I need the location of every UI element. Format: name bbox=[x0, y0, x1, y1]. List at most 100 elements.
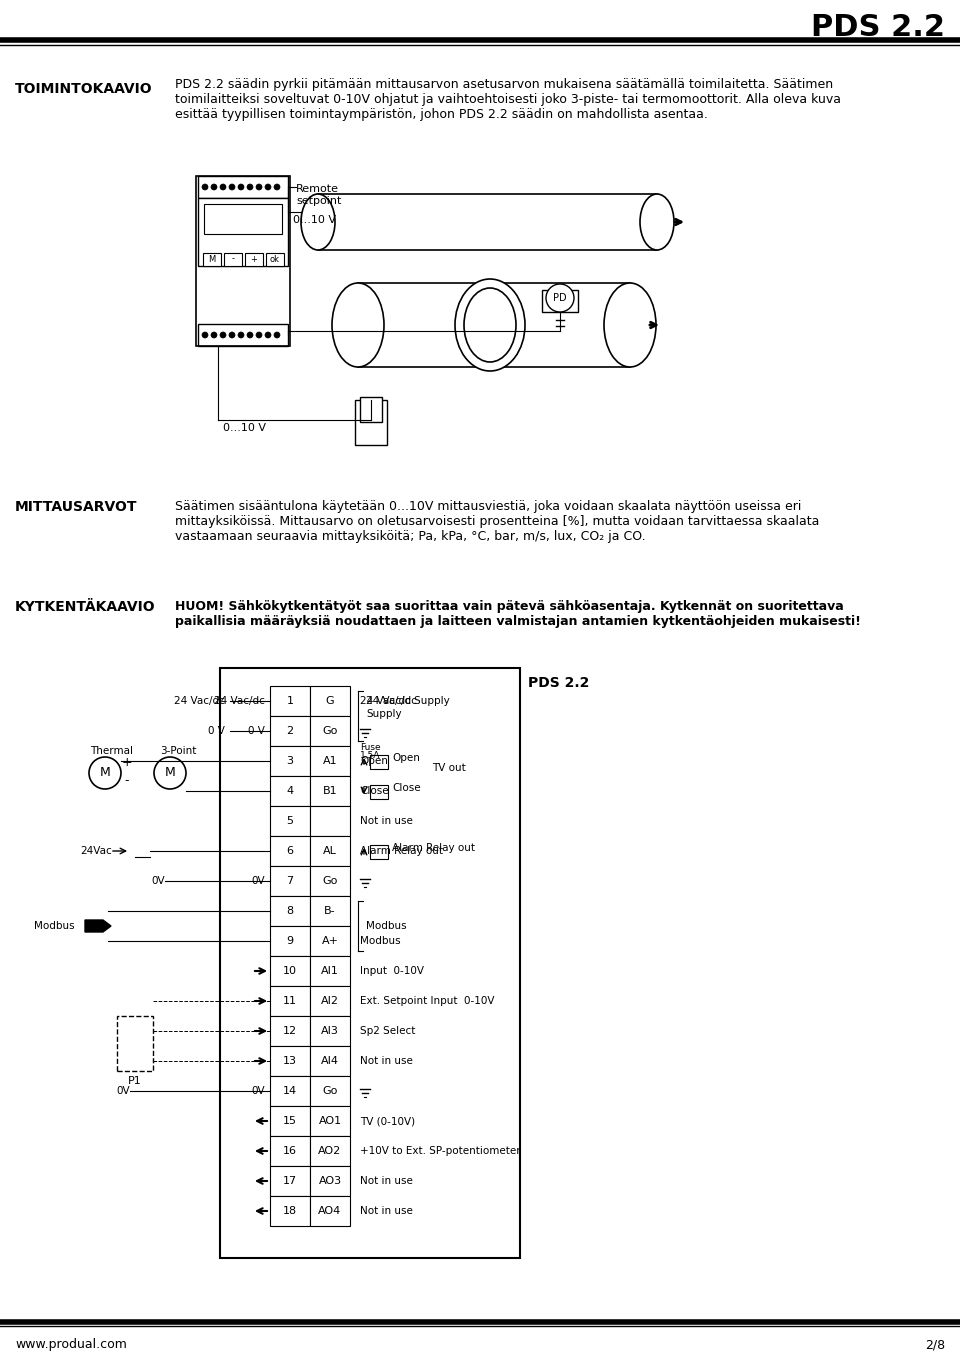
Text: KYTKENTÄKAAVIO: KYTKENTÄKAAVIO bbox=[15, 600, 156, 615]
Text: TV (0-10V): TV (0-10V) bbox=[360, 1116, 415, 1125]
Bar bbox=[270, 1016, 310, 1046]
Bar bbox=[355, 400, 387, 445]
Ellipse shape bbox=[464, 287, 516, 361]
Text: Modbus: Modbus bbox=[360, 936, 400, 946]
Bar bbox=[270, 686, 310, 716]
Text: Modbus: Modbus bbox=[366, 921, 407, 931]
Text: Close: Close bbox=[392, 783, 420, 793]
Text: 0V: 0V bbox=[116, 1086, 130, 1097]
Text: AI2: AI2 bbox=[321, 997, 339, 1006]
Circle shape bbox=[220, 333, 226, 338]
Bar bbox=[310, 1197, 350, 1227]
Text: 6: 6 bbox=[286, 846, 294, 856]
Text: Thermal: Thermal bbox=[90, 746, 133, 756]
Bar bbox=[310, 925, 350, 956]
Bar bbox=[358, 283, 630, 367]
Text: G: G bbox=[325, 695, 334, 706]
Bar bbox=[310, 956, 350, 986]
Bar bbox=[270, 1106, 310, 1136]
Ellipse shape bbox=[332, 283, 384, 367]
Bar bbox=[270, 1136, 310, 1166]
Text: Alarm Relay out: Alarm Relay out bbox=[392, 843, 475, 853]
Text: M: M bbox=[208, 255, 216, 263]
Circle shape bbox=[274, 333, 280, 338]
Bar bbox=[204, 204, 282, 234]
Text: Fuse: Fuse bbox=[360, 743, 380, 752]
Circle shape bbox=[229, 183, 235, 190]
Text: +10V to Ext. SP-potentiometer: +10V to Ext. SP-potentiometer bbox=[360, 1146, 520, 1155]
Bar bbox=[370, 754, 388, 769]
Bar bbox=[310, 716, 350, 746]
Text: TOIMINTOKAAVIO: TOIMINTOKAAVIO bbox=[15, 82, 153, 96]
Ellipse shape bbox=[455, 279, 525, 371]
Circle shape bbox=[211, 333, 217, 338]
Text: TV out: TV out bbox=[432, 763, 466, 773]
Text: 3: 3 bbox=[286, 756, 294, 767]
Text: Alarm Relay out: Alarm Relay out bbox=[360, 846, 443, 856]
Text: Not in use: Not in use bbox=[360, 1176, 413, 1186]
Text: 1,5A: 1,5A bbox=[360, 752, 380, 760]
Bar bbox=[318, 194, 657, 251]
Bar bbox=[270, 806, 310, 836]
Circle shape bbox=[238, 333, 244, 338]
Text: 0 V: 0 V bbox=[208, 726, 225, 737]
Text: 24 Vac/dc: 24 Vac/dc bbox=[214, 695, 265, 706]
Circle shape bbox=[238, 183, 244, 190]
Text: AL: AL bbox=[324, 846, 337, 856]
Text: Close: Close bbox=[360, 786, 389, 795]
Bar bbox=[270, 1166, 310, 1197]
Text: 0V: 0V bbox=[252, 876, 265, 886]
Bar bbox=[220, 668, 520, 1258]
Circle shape bbox=[220, 183, 226, 190]
Bar bbox=[270, 986, 310, 1016]
Circle shape bbox=[256, 183, 262, 190]
Text: HUOM! Sähkökytkentätyöt saa suorittaa vain pätevä sähköasentaja. Kytkennät on su: HUOM! Sähkökytkentätyöt saa suorittaa va… bbox=[175, 600, 844, 613]
Text: M: M bbox=[164, 767, 176, 779]
Text: 0...10 V: 0...10 V bbox=[223, 423, 266, 433]
Text: B-: B- bbox=[324, 906, 336, 916]
Bar bbox=[270, 925, 310, 956]
Bar bbox=[203, 253, 221, 266]
Bar bbox=[196, 177, 290, 346]
Text: 4: 4 bbox=[286, 786, 294, 795]
Text: Sp2 Select: Sp2 Select bbox=[360, 1025, 416, 1036]
Text: B1: B1 bbox=[323, 786, 337, 795]
Text: Go: Go bbox=[323, 876, 338, 886]
Text: AO4: AO4 bbox=[319, 1206, 342, 1216]
Ellipse shape bbox=[604, 283, 656, 367]
Bar bbox=[270, 1076, 310, 1106]
Text: 16: 16 bbox=[283, 1146, 297, 1155]
Bar bbox=[310, 686, 350, 716]
Bar bbox=[270, 1046, 310, 1076]
Bar bbox=[270, 746, 310, 776]
Text: ok: ok bbox=[270, 255, 280, 263]
Text: Open: Open bbox=[392, 753, 420, 763]
Text: 18: 18 bbox=[283, 1206, 297, 1216]
Text: 13: 13 bbox=[283, 1055, 297, 1066]
Text: +: + bbox=[122, 757, 132, 769]
Text: AI1: AI1 bbox=[321, 967, 339, 976]
Text: A1: A1 bbox=[323, 756, 337, 767]
Text: PDS 2.2: PDS 2.2 bbox=[811, 14, 945, 42]
Text: AO2: AO2 bbox=[319, 1146, 342, 1155]
Bar bbox=[370, 845, 388, 858]
Text: Not in use: Not in use bbox=[360, 1206, 413, 1216]
Text: Go: Go bbox=[323, 726, 338, 737]
Text: 2/8: 2/8 bbox=[924, 1338, 945, 1351]
Bar bbox=[310, 1046, 350, 1076]
Text: +: + bbox=[251, 255, 257, 263]
Text: 10: 10 bbox=[283, 967, 297, 976]
Text: Remote: Remote bbox=[296, 183, 339, 194]
Text: Input  0-10V: Input 0-10V bbox=[360, 967, 424, 976]
Text: Säätimen sisääntulona käytetään 0...10V mittausviestiä, joka voidaan skaalata nä: Säätimen sisääntulona käytetään 0...10V … bbox=[175, 500, 802, 513]
Circle shape bbox=[247, 183, 253, 190]
Bar bbox=[117, 1016, 153, 1071]
Text: 7: 7 bbox=[286, 876, 294, 886]
Circle shape bbox=[274, 183, 280, 190]
Text: 12: 12 bbox=[283, 1025, 297, 1036]
Bar bbox=[270, 867, 310, 895]
Text: P1: P1 bbox=[128, 1076, 142, 1086]
Bar bbox=[270, 956, 310, 986]
Bar bbox=[310, 895, 350, 925]
Circle shape bbox=[211, 183, 217, 190]
